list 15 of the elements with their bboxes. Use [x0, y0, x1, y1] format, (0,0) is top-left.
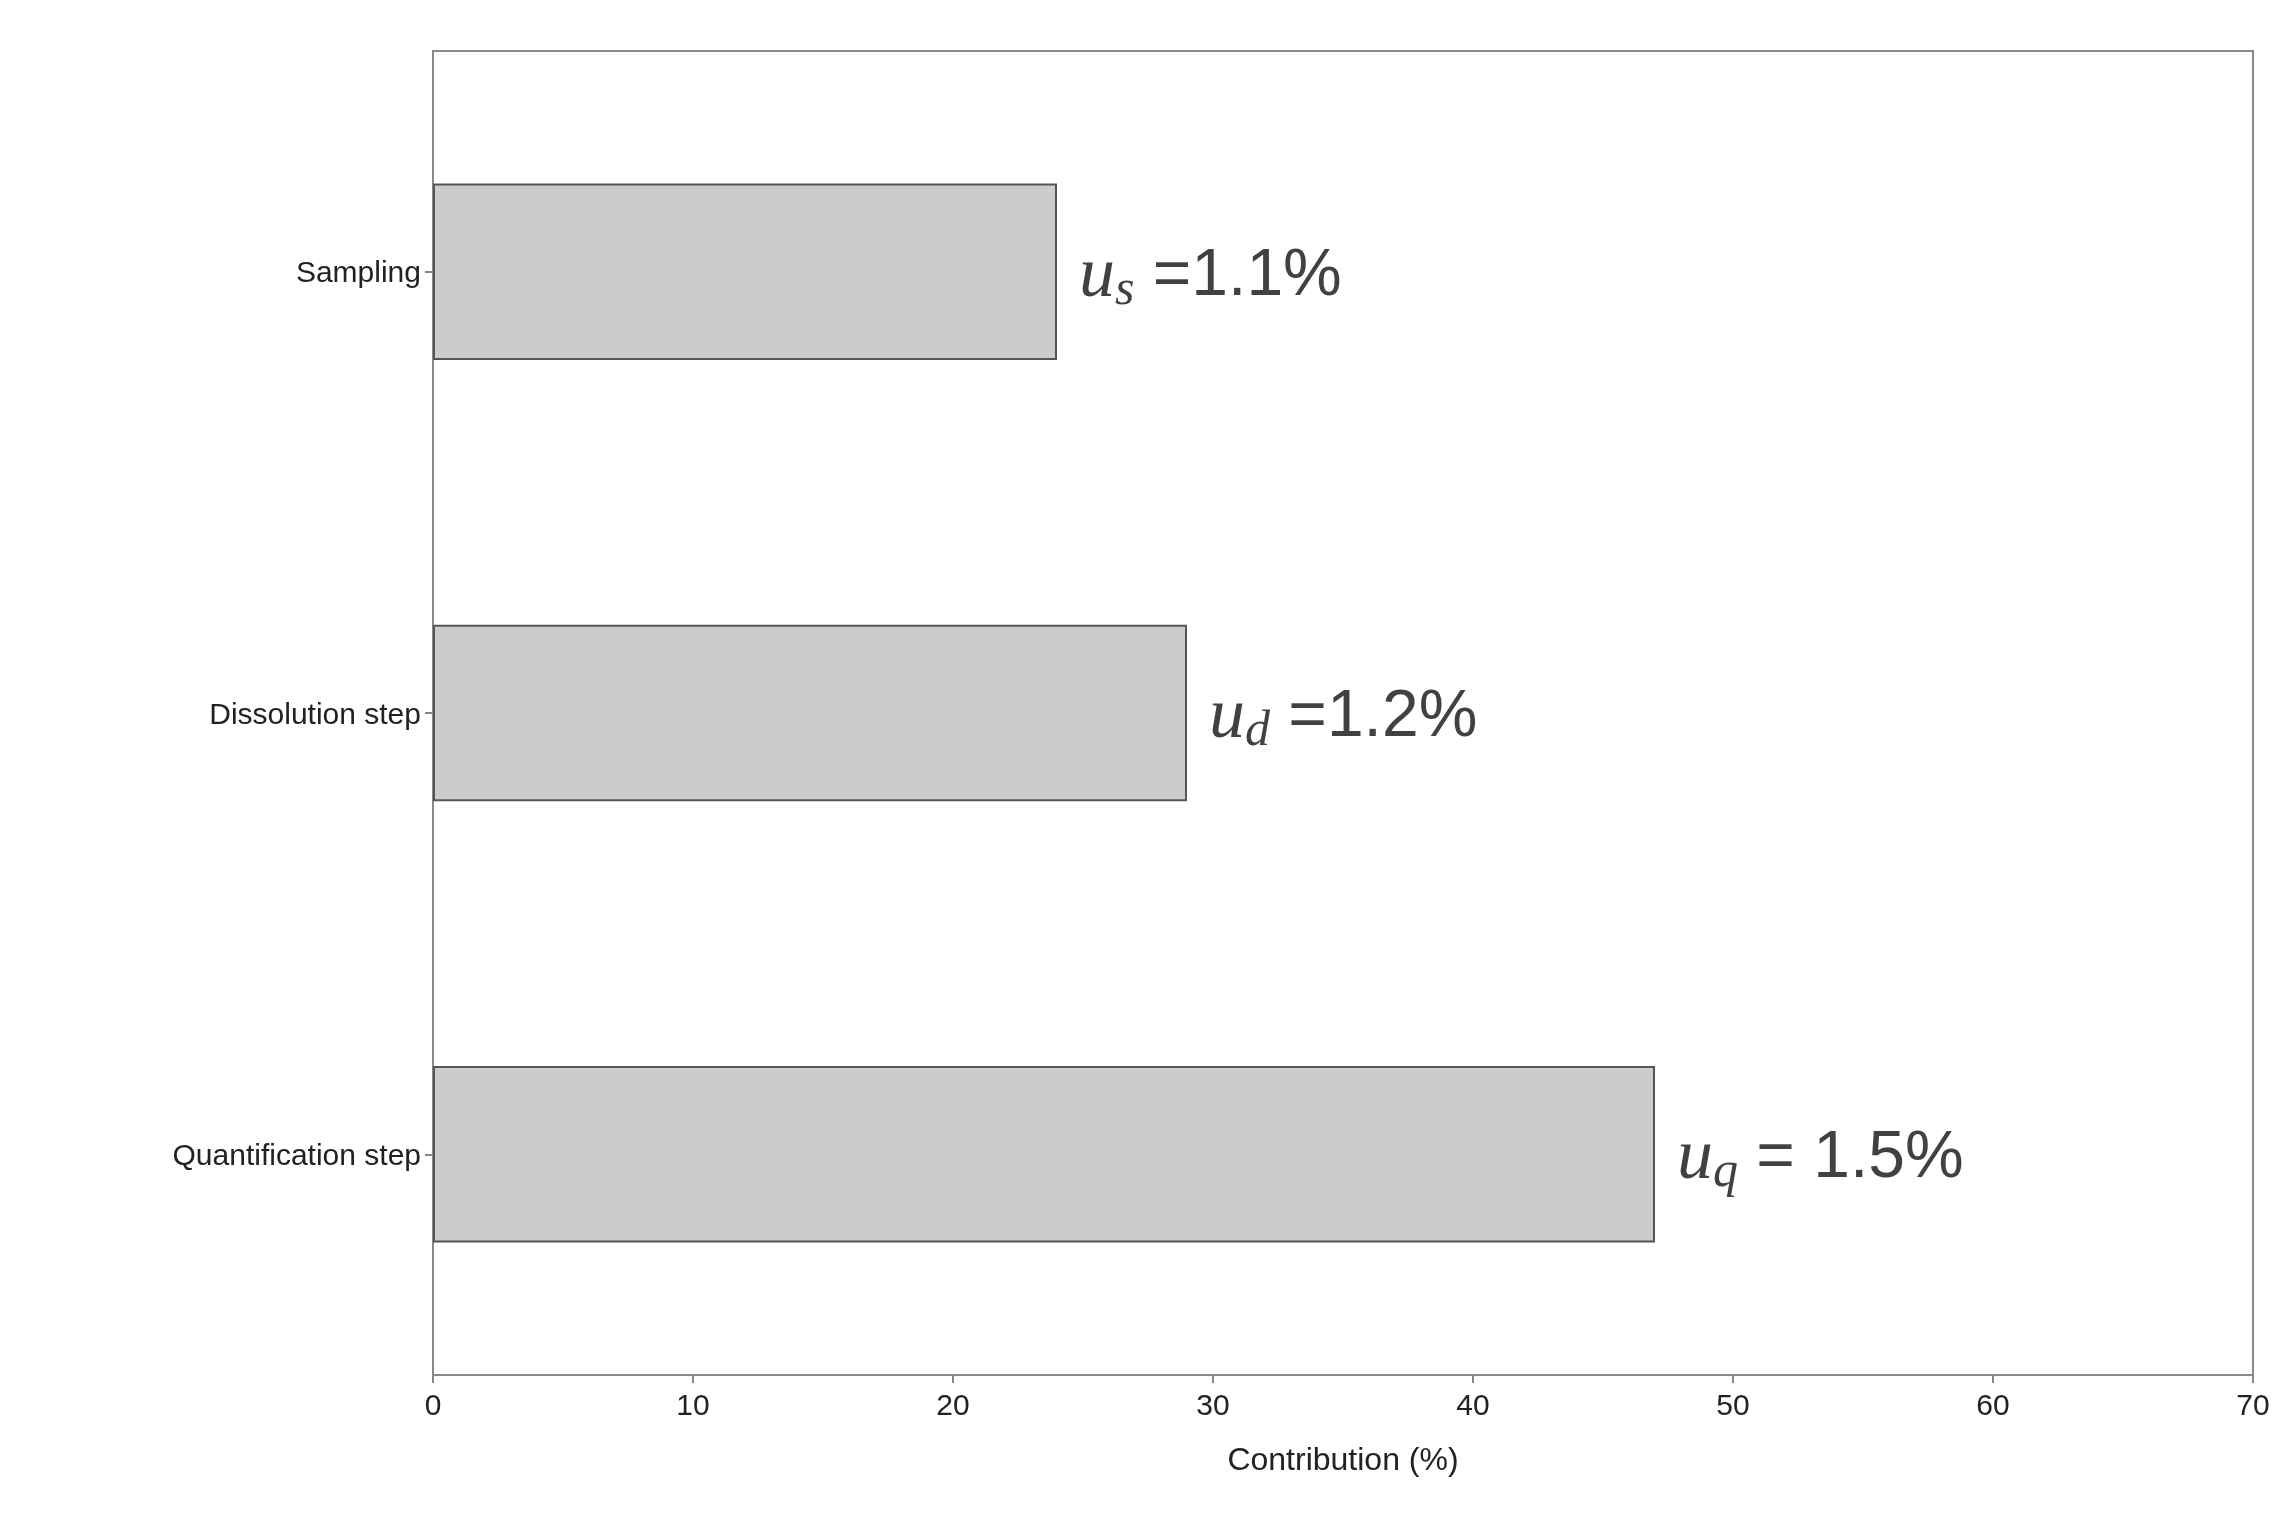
- y-tick-label: Dissolution step: [209, 696, 421, 730]
- x-tick-label: 60: [1976, 1387, 2010, 1421]
- x-tick-label: 50: [1716, 1387, 1750, 1421]
- y-tick-label: Sampling: [295, 255, 421, 289]
- x-axis-title: Contribution (%): [1227, 1441, 1459, 1477]
- x-tick-label: 20: [936, 1387, 970, 1421]
- x-tick-label: 40: [1456, 1387, 1490, 1421]
- bar: [433, 624, 1187, 802]
- x-tick-label: 0: [424, 1387, 442, 1421]
- y-tick-label: Quantification step: [172, 1137, 421, 1171]
- bar: [433, 1066, 1655, 1243]
- bar: [433, 183, 1057, 360]
- x-tick-label: 30: [1196, 1387, 1230, 1421]
- x-tick-label: 10: [676, 1387, 710, 1421]
- x-tick-label: 70: [2236, 1387, 2270, 1421]
